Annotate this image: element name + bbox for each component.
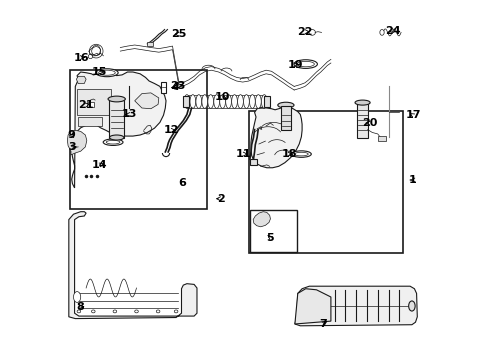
Ellipse shape xyxy=(156,310,160,313)
Ellipse shape xyxy=(225,95,231,108)
Ellipse shape xyxy=(213,95,219,108)
Polygon shape xyxy=(71,72,166,188)
Ellipse shape xyxy=(109,135,123,140)
FancyBboxPatch shape xyxy=(264,96,269,107)
Ellipse shape xyxy=(291,151,311,157)
Ellipse shape xyxy=(106,140,120,144)
Text: 12: 12 xyxy=(163,125,179,135)
Ellipse shape xyxy=(89,44,103,58)
Text: 16: 16 xyxy=(74,53,89,63)
Text: 6: 6 xyxy=(178,178,186,188)
Ellipse shape xyxy=(134,310,138,313)
Text: 22: 22 xyxy=(297,27,312,37)
FancyBboxPatch shape xyxy=(249,159,257,165)
FancyBboxPatch shape xyxy=(183,96,188,107)
Text: 14: 14 xyxy=(92,160,107,170)
Polygon shape xyxy=(76,76,86,84)
Ellipse shape xyxy=(237,95,243,108)
Text: 23: 23 xyxy=(170,81,185,91)
Text: 8: 8 xyxy=(77,302,84,312)
Ellipse shape xyxy=(196,95,201,108)
Ellipse shape xyxy=(77,310,81,313)
Text: 9: 9 xyxy=(68,130,76,140)
FancyBboxPatch shape xyxy=(109,100,123,138)
Polygon shape xyxy=(294,289,330,324)
Ellipse shape xyxy=(103,139,123,145)
Ellipse shape xyxy=(202,95,207,108)
Ellipse shape xyxy=(96,69,118,77)
Ellipse shape xyxy=(294,152,307,156)
Text: 24: 24 xyxy=(384,26,400,36)
Text: 2: 2 xyxy=(216,194,224,204)
Polygon shape xyxy=(294,286,416,326)
Text: 20: 20 xyxy=(361,118,377,128)
Text: 11: 11 xyxy=(235,149,250,159)
FancyBboxPatch shape xyxy=(161,82,166,93)
Ellipse shape xyxy=(293,60,317,68)
Ellipse shape xyxy=(91,46,101,55)
Text: 21: 21 xyxy=(78,100,93,110)
FancyBboxPatch shape xyxy=(87,102,94,107)
Text: 1: 1 xyxy=(408,175,416,185)
FancyBboxPatch shape xyxy=(146,42,153,46)
FancyBboxPatch shape xyxy=(356,103,367,138)
Ellipse shape xyxy=(73,292,81,302)
Text: 4: 4 xyxy=(171,82,179,93)
Text: 3: 3 xyxy=(68,142,76,152)
FancyBboxPatch shape xyxy=(377,136,385,141)
Ellipse shape xyxy=(277,102,293,108)
Ellipse shape xyxy=(99,70,115,75)
Ellipse shape xyxy=(183,95,189,108)
Text: 17: 17 xyxy=(405,110,420,120)
Ellipse shape xyxy=(308,30,315,35)
Ellipse shape xyxy=(207,95,213,108)
Ellipse shape xyxy=(231,95,237,108)
Text: 25: 25 xyxy=(171,29,186,39)
Ellipse shape xyxy=(249,95,255,108)
Ellipse shape xyxy=(255,95,261,108)
Ellipse shape xyxy=(108,96,125,102)
FancyBboxPatch shape xyxy=(77,89,111,115)
Polygon shape xyxy=(69,212,197,319)
FancyBboxPatch shape xyxy=(250,210,296,252)
Polygon shape xyxy=(250,107,302,168)
Ellipse shape xyxy=(261,95,266,108)
Ellipse shape xyxy=(354,100,369,105)
Ellipse shape xyxy=(91,310,95,313)
Ellipse shape xyxy=(243,95,249,108)
Polygon shape xyxy=(134,93,159,109)
Ellipse shape xyxy=(296,62,314,67)
FancyBboxPatch shape xyxy=(70,70,206,209)
Ellipse shape xyxy=(88,54,92,59)
Ellipse shape xyxy=(219,95,225,108)
Text: 19: 19 xyxy=(287,60,303,70)
Ellipse shape xyxy=(379,30,384,35)
Text: 5: 5 xyxy=(266,233,274,243)
Text: 13: 13 xyxy=(122,109,137,120)
Text: 7: 7 xyxy=(319,319,326,329)
Ellipse shape xyxy=(113,310,117,313)
Ellipse shape xyxy=(408,301,414,311)
Text: 15: 15 xyxy=(92,67,107,77)
Ellipse shape xyxy=(174,310,178,313)
FancyBboxPatch shape xyxy=(248,111,402,253)
FancyBboxPatch shape xyxy=(78,117,102,126)
FancyBboxPatch shape xyxy=(280,106,291,130)
Polygon shape xyxy=(67,130,87,155)
Ellipse shape xyxy=(189,95,195,108)
Polygon shape xyxy=(253,212,270,227)
Text: 18: 18 xyxy=(281,149,297,159)
Text: 10: 10 xyxy=(214,92,229,102)
